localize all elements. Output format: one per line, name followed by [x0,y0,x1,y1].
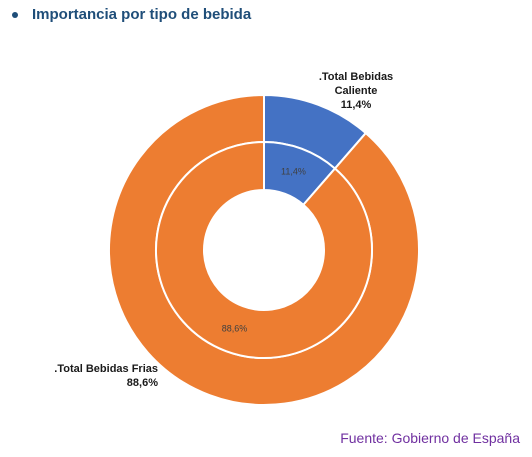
label-bebidas-caliente: .Total Bebidas Caliente 11,4% [306,71,406,112]
label-frias-value: 88,6% [126,376,158,389]
label-caliente-value: 11,4% [340,98,372,111]
label-caliente-line1: .Total Bebidas [318,71,394,83]
label-bebidas-frias: .Total Bebidas Frias 88,6% [38,363,158,391]
inner-ring-label-1: 88,6% [222,324,248,334]
label-frias-line1: .Total Bebidas Frias [54,363,158,375]
bullet-icon [12,11,18,18]
source-credit: Fuente: Gobierno de España [340,430,520,446]
inner-ring-label-0: 11,4% [281,166,306,176]
label-caliente-line2: Caliente [334,84,378,97]
chart-title: Importancia por tipo de bebida [32,6,252,23]
chart-heading: Importancia por tipo de bebida [12,6,251,23]
inner-ring-slice-1 [155,140,373,359]
